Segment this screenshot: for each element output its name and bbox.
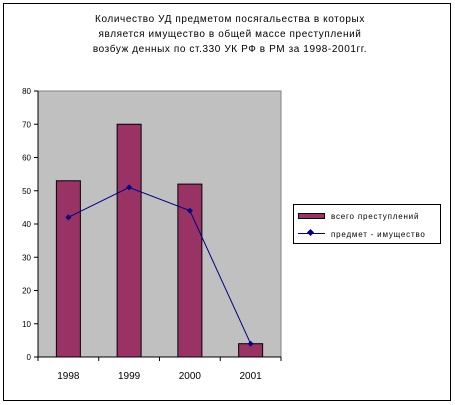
y-tick-label: 70: [22, 120, 31, 129]
legend-label-bar: всего преступлений: [331, 211, 420, 221]
y-tick-label: 80: [22, 87, 31, 96]
legend-item-bar: всего преступлений: [298, 209, 419, 223]
y-tick-label: 50: [22, 187, 31, 196]
legend-bar-swatch: [298, 213, 325, 219]
x-tick-label: 2001: [240, 371, 263, 382]
y-tick-label: 60: [22, 154, 31, 163]
x-tick-label: 1998: [57, 371, 80, 382]
y-tick-label: 30: [22, 253, 31, 262]
bar-series: [55, 123, 264, 358]
y-tick-label: 10: [22, 320, 31, 329]
legend: всего преступлений предмет - имущество: [293, 204, 441, 244]
series-line: [68, 186, 252, 344]
x-tick-label: 1999: [118, 371, 141, 382]
bar: [55, 180, 81, 358]
line-series: [65, 184, 254, 347]
legend-item-line: предмет - имущество: [298, 227, 426, 241]
bar: [116, 123, 142, 358]
y-tick-label: 0: [27, 353, 32, 362]
x-tick-label: 2000: [179, 371, 202, 382]
legend-label-line: предмет - имущество: [331, 229, 426, 239]
line-point: [247, 340, 254, 347]
legend-line-marker: [298, 230, 325, 238]
x-axis: 1998 1999 2000 2001: [37, 356, 282, 382]
chart-title: Количество УД предметом посягальества в …: [92, 14, 368, 55]
y-tick-label: 40: [22, 220, 31, 229]
y-tick-label: 20: [22, 287, 31, 296]
line-point: [126, 184, 133, 191]
line-point: [65, 214, 72, 221]
line-point: [186, 207, 193, 214]
y-axis: 0 10 20 30 40 50 60 70 80: [22, 87, 39, 362]
